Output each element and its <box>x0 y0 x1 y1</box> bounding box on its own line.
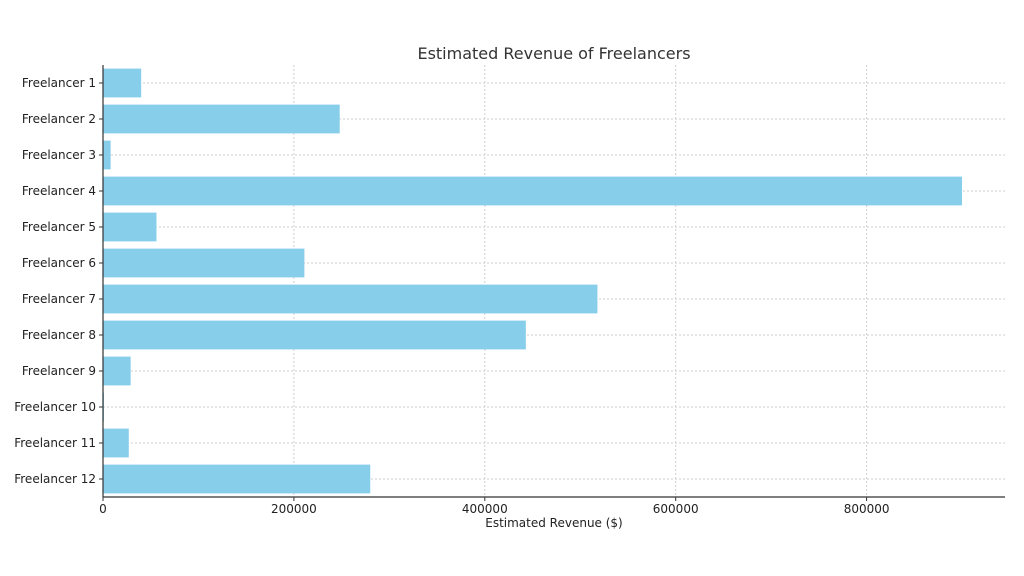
chart-title: Estimated Revenue of Freelancers <box>417 44 690 63</box>
y-tick-label: Freelancer 11 <box>14 436 96 450</box>
y-tick-label: Freelancer 4 <box>22 184 96 198</box>
x-axis-label: Estimated Revenue ($) <box>485 516 623 530</box>
bar-freelancer-11 <box>103 428 129 458</box>
bar-freelancer-2 <box>103 104 340 134</box>
bar-freelancer-12 <box>103 464 371 494</box>
axes-layer: Freelancer 1 Freelancer 2 Freelancer 3 Free… <box>14 65 1005 516</box>
y-tick-label: Freelancer 1 <box>22 76 96 90</box>
x-tick-label: 600000 <box>653 502 699 516</box>
y-tick-label: Freelancer 10 <box>14 400 96 414</box>
bar-freelancer-6 <box>103 248 305 278</box>
bars-layer <box>103 68 963 494</box>
y-tick-label: Freelancer 8 <box>22 328 96 342</box>
bar-freelancer-5 <box>103 212 157 242</box>
y-tick-label: Freelancer 3 <box>22 148 96 162</box>
bar-freelancer-4 <box>103 176 963 206</box>
bar-freelancer-9 <box>103 356 131 386</box>
y-tick-label: Freelancer 5 <box>22 220 96 234</box>
bar-freelancer-1 <box>103 68 142 98</box>
grid-layer <box>103 65 1005 497</box>
bar-freelancer-3 <box>103 140 111 170</box>
x-tick-label: 800000 <box>844 502 890 516</box>
bar-freelancer-7 <box>103 284 598 314</box>
y-tick-label: Freelancer 12 <box>14 472 96 486</box>
bar-freelancer-8 <box>103 320 526 350</box>
x-tick-label: 200000 <box>271 502 317 516</box>
y-tick-label: Freelancer 7 <box>22 292 96 306</box>
y-tick-label: Freelancer 6 <box>22 256 96 270</box>
y-tick-label: Freelancer 2 <box>22 112 96 126</box>
x-tick-label: 400000 <box>462 502 508 516</box>
x-tick-label: 0 <box>99 502 107 516</box>
y-tick-label: Freelancer 9 <box>22 364 96 378</box>
